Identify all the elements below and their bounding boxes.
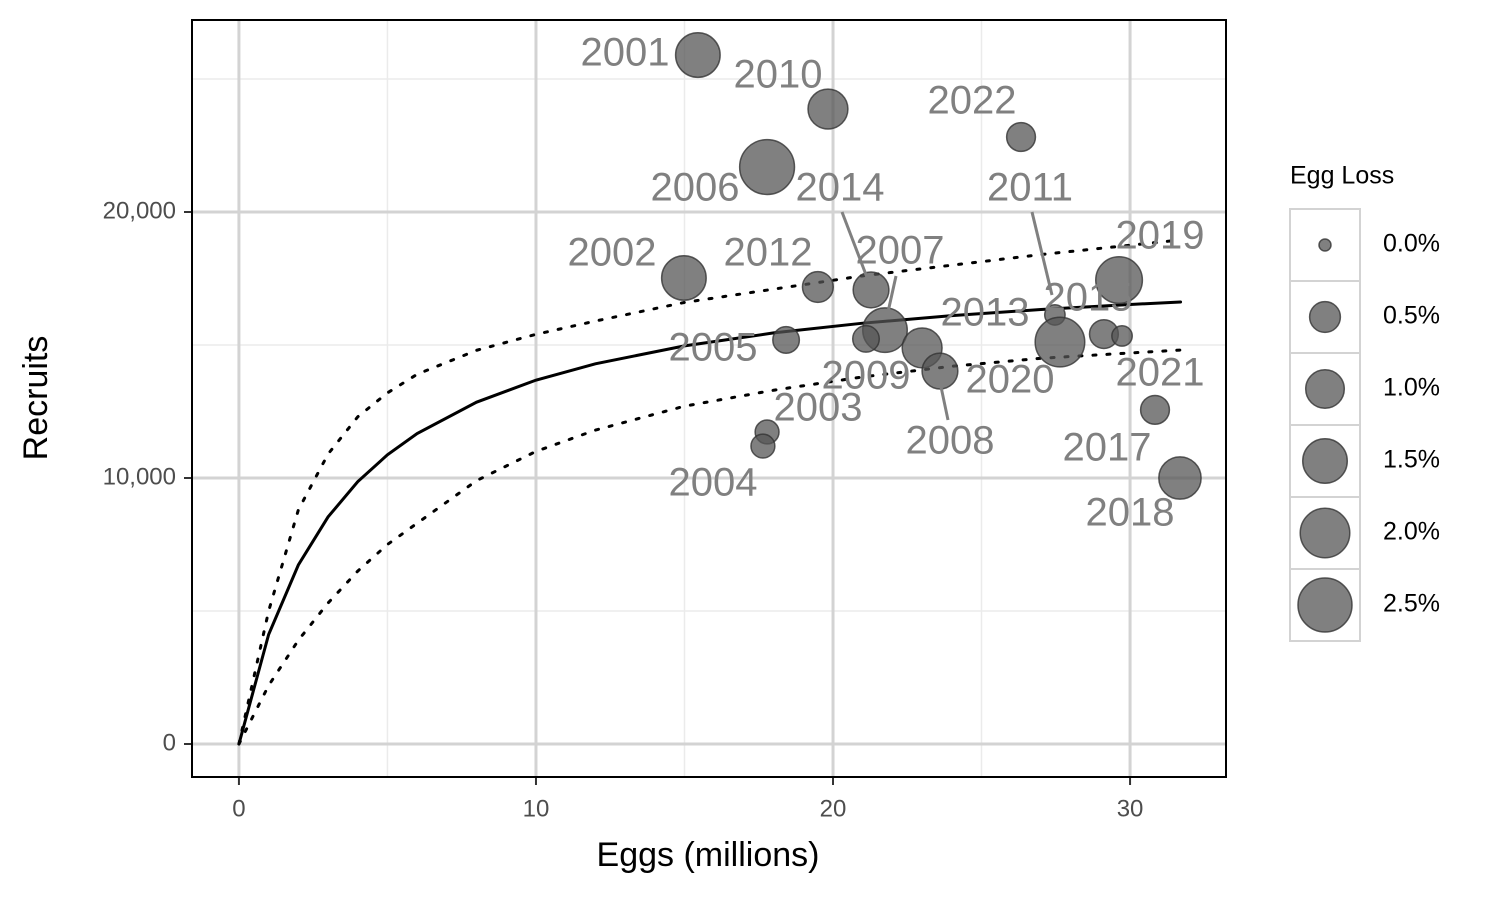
- point-label: 2022: [928, 79, 1017, 123]
- legend-label: 2.5%: [1383, 590, 1440, 618]
- point-label: 2019: [1116, 214, 1205, 258]
- interval-line: [237, 348, 1183, 746]
- point-label: 2009: [822, 354, 911, 398]
- point: [1111, 325, 1133, 347]
- legend-label: 0.0%: [1383, 230, 1440, 258]
- point: [1005, 121, 1037, 153]
- point-label: 2017: [1063, 426, 1152, 470]
- label-leader: [1030, 211, 1054, 296]
- point: [851, 324, 881, 353]
- x-tick-label: 10: [523, 795, 550, 822]
- point: [852, 271, 890, 309]
- fit-line: [237, 300, 1183, 746]
- point: [1094, 256, 1144, 305]
- point-label: 2011: [987, 166, 1073, 210]
- point-label: 2002: [568, 231, 657, 275]
- point-label: 2020: [966, 358, 1055, 402]
- point-label: 2013: [941, 291, 1030, 335]
- legend-label: 1.5%: [1383, 446, 1440, 474]
- legend-symbol: [1318, 238, 1332, 252]
- point: [1139, 394, 1171, 426]
- label-leader: [840, 211, 870, 281]
- legend-label: 0.5%: [1383, 302, 1440, 330]
- point: [1158, 456, 1202, 500]
- point: [1034, 316, 1086, 368]
- x-tick-label: 30: [1117, 795, 1144, 822]
- legend-label: 2.0%: [1383, 518, 1440, 546]
- x-tick-label: 20: [820, 795, 847, 822]
- legend-symbol: [1308, 300, 1342, 334]
- label-leader: [886, 275, 898, 313]
- point: [738, 138, 796, 196]
- legend-symbol: [1297, 577, 1353, 633]
- point: [750, 433, 776, 459]
- point-label: 2012: [724, 231, 813, 275]
- point-label: 2015: [1044, 276, 1133, 320]
- plot-background: [192, 20, 1226, 777]
- y-tick-label: 0: [163, 729, 176, 756]
- point: [801, 270, 835, 304]
- point-label: 2005: [669, 326, 758, 370]
- point-label: 2003: [774, 386, 863, 430]
- plot-border: [191, 19, 1227, 778]
- x-tick-label: 0: [232, 795, 245, 822]
- legend-label: 1.0%: [1383, 374, 1440, 402]
- label-leader: [938, 381, 950, 421]
- point-label: 2021: [1116, 351, 1205, 395]
- point-label: 2006: [651, 166, 740, 210]
- legend-title: Egg Loss: [1290, 162, 1394, 190]
- y-tick-label: 10,000: [103, 463, 176, 490]
- point: [660, 254, 707, 301]
- legend-symbol: [1299, 507, 1351, 559]
- y-axis-title: Recruits: [17, 336, 55, 461]
- point-label: 2008: [906, 419, 995, 463]
- interval-line: [237, 238, 1183, 746]
- point: [674, 32, 721, 79]
- point-label: 2004: [669, 461, 758, 505]
- point: [772, 325, 801, 354]
- point-label: 2014: [796, 166, 885, 210]
- point-label: 2010: [734, 53, 823, 97]
- legend-symbol: [1301, 437, 1349, 485]
- legend-symbol: [1304, 368, 1346, 410]
- point-label: 2018: [1086, 491, 1175, 535]
- x-axis-title: Eggs (millions): [597, 836, 820, 874]
- point-label: 2001: [581, 31, 670, 75]
- point: [807, 88, 849, 130]
- legend-key: [1289, 280, 1361, 354]
- y-tick-label: 20,000: [103, 197, 176, 224]
- point-label: 2007: [856, 229, 945, 273]
